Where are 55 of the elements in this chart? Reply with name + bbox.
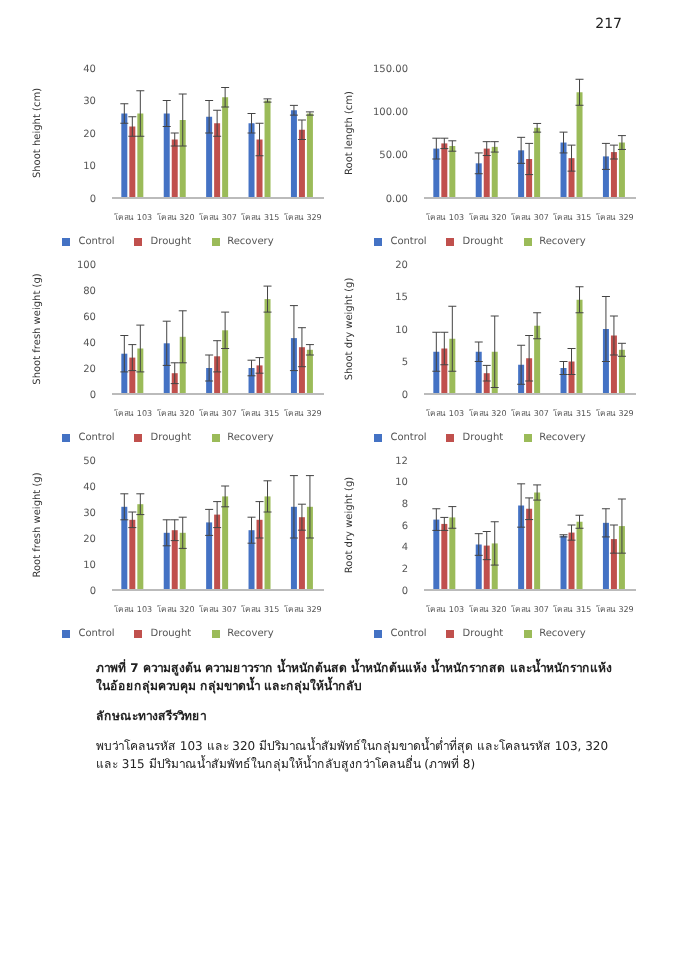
bar — [256, 519, 263, 590]
bar — [290, 110, 297, 198]
bar — [248, 530, 255, 590]
bar — [560, 535, 567, 590]
bar — [121, 113, 128, 198]
bar — [179, 532, 186, 590]
bar — [264, 299, 271, 394]
bar — [129, 519, 136, 590]
bar — [441, 143, 448, 198]
bar — [526, 508, 533, 590]
bar — [475, 163, 482, 198]
bar — [298, 517, 305, 590]
bar — [483, 148, 490, 198]
bar — [534, 325, 541, 394]
bar — [568, 532, 575, 590]
bar — [306, 349, 313, 394]
bar — [298, 129, 305, 198]
bar — [306, 113, 313, 198]
bar — [618, 349, 625, 394]
bar — [214, 514, 221, 590]
bar — [137, 504, 144, 590]
bar — [475, 544, 482, 590]
bar — [433, 148, 440, 198]
bar — [206, 522, 213, 590]
bar — [129, 126, 136, 198]
bar — [171, 139, 178, 198]
bar — [163, 113, 170, 198]
bar — [171, 530, 178, 590]
bar — [256, 365, 263, 394]
bar — [576, 299, 583, 394]
bar — [475, 351, 482, 394]
bar — [449, 146, 456, 198]
bar — [163, 532, 170, 590]
bar — [121, 506, 128, 590]
bar — [206, 116, 213, 198]
bar — [264, 100, 271, 198]
bar — [483, 545, 490, 590]
bar — [222, 97, 229, 198]
bar — [449, 517, 456, 590]
bar — [576, 92, 583, 198]
bar — [560, 142, 567, 198]
bar — [137, 113, 144, 198]
bar — [534, 127, 541, 198]
bar — [222, 496, 229, 590]
bar — [264, 496, 271, 590]
bar — [248, 123, 255, 198]
bar — [618, 142, 625, 198]
bar — [534, 492, 541, 590]
bar — [433, 519, 440, 590]
bar — [576, 521, 583, 590]
bar — [491, 146, 498, 198]
bar — [441, 523, 448, 590]
bar — [214, 123, 221, 198]
bar — [179, 120, 186, 198]
bar — [256, 139, 263, 198]
